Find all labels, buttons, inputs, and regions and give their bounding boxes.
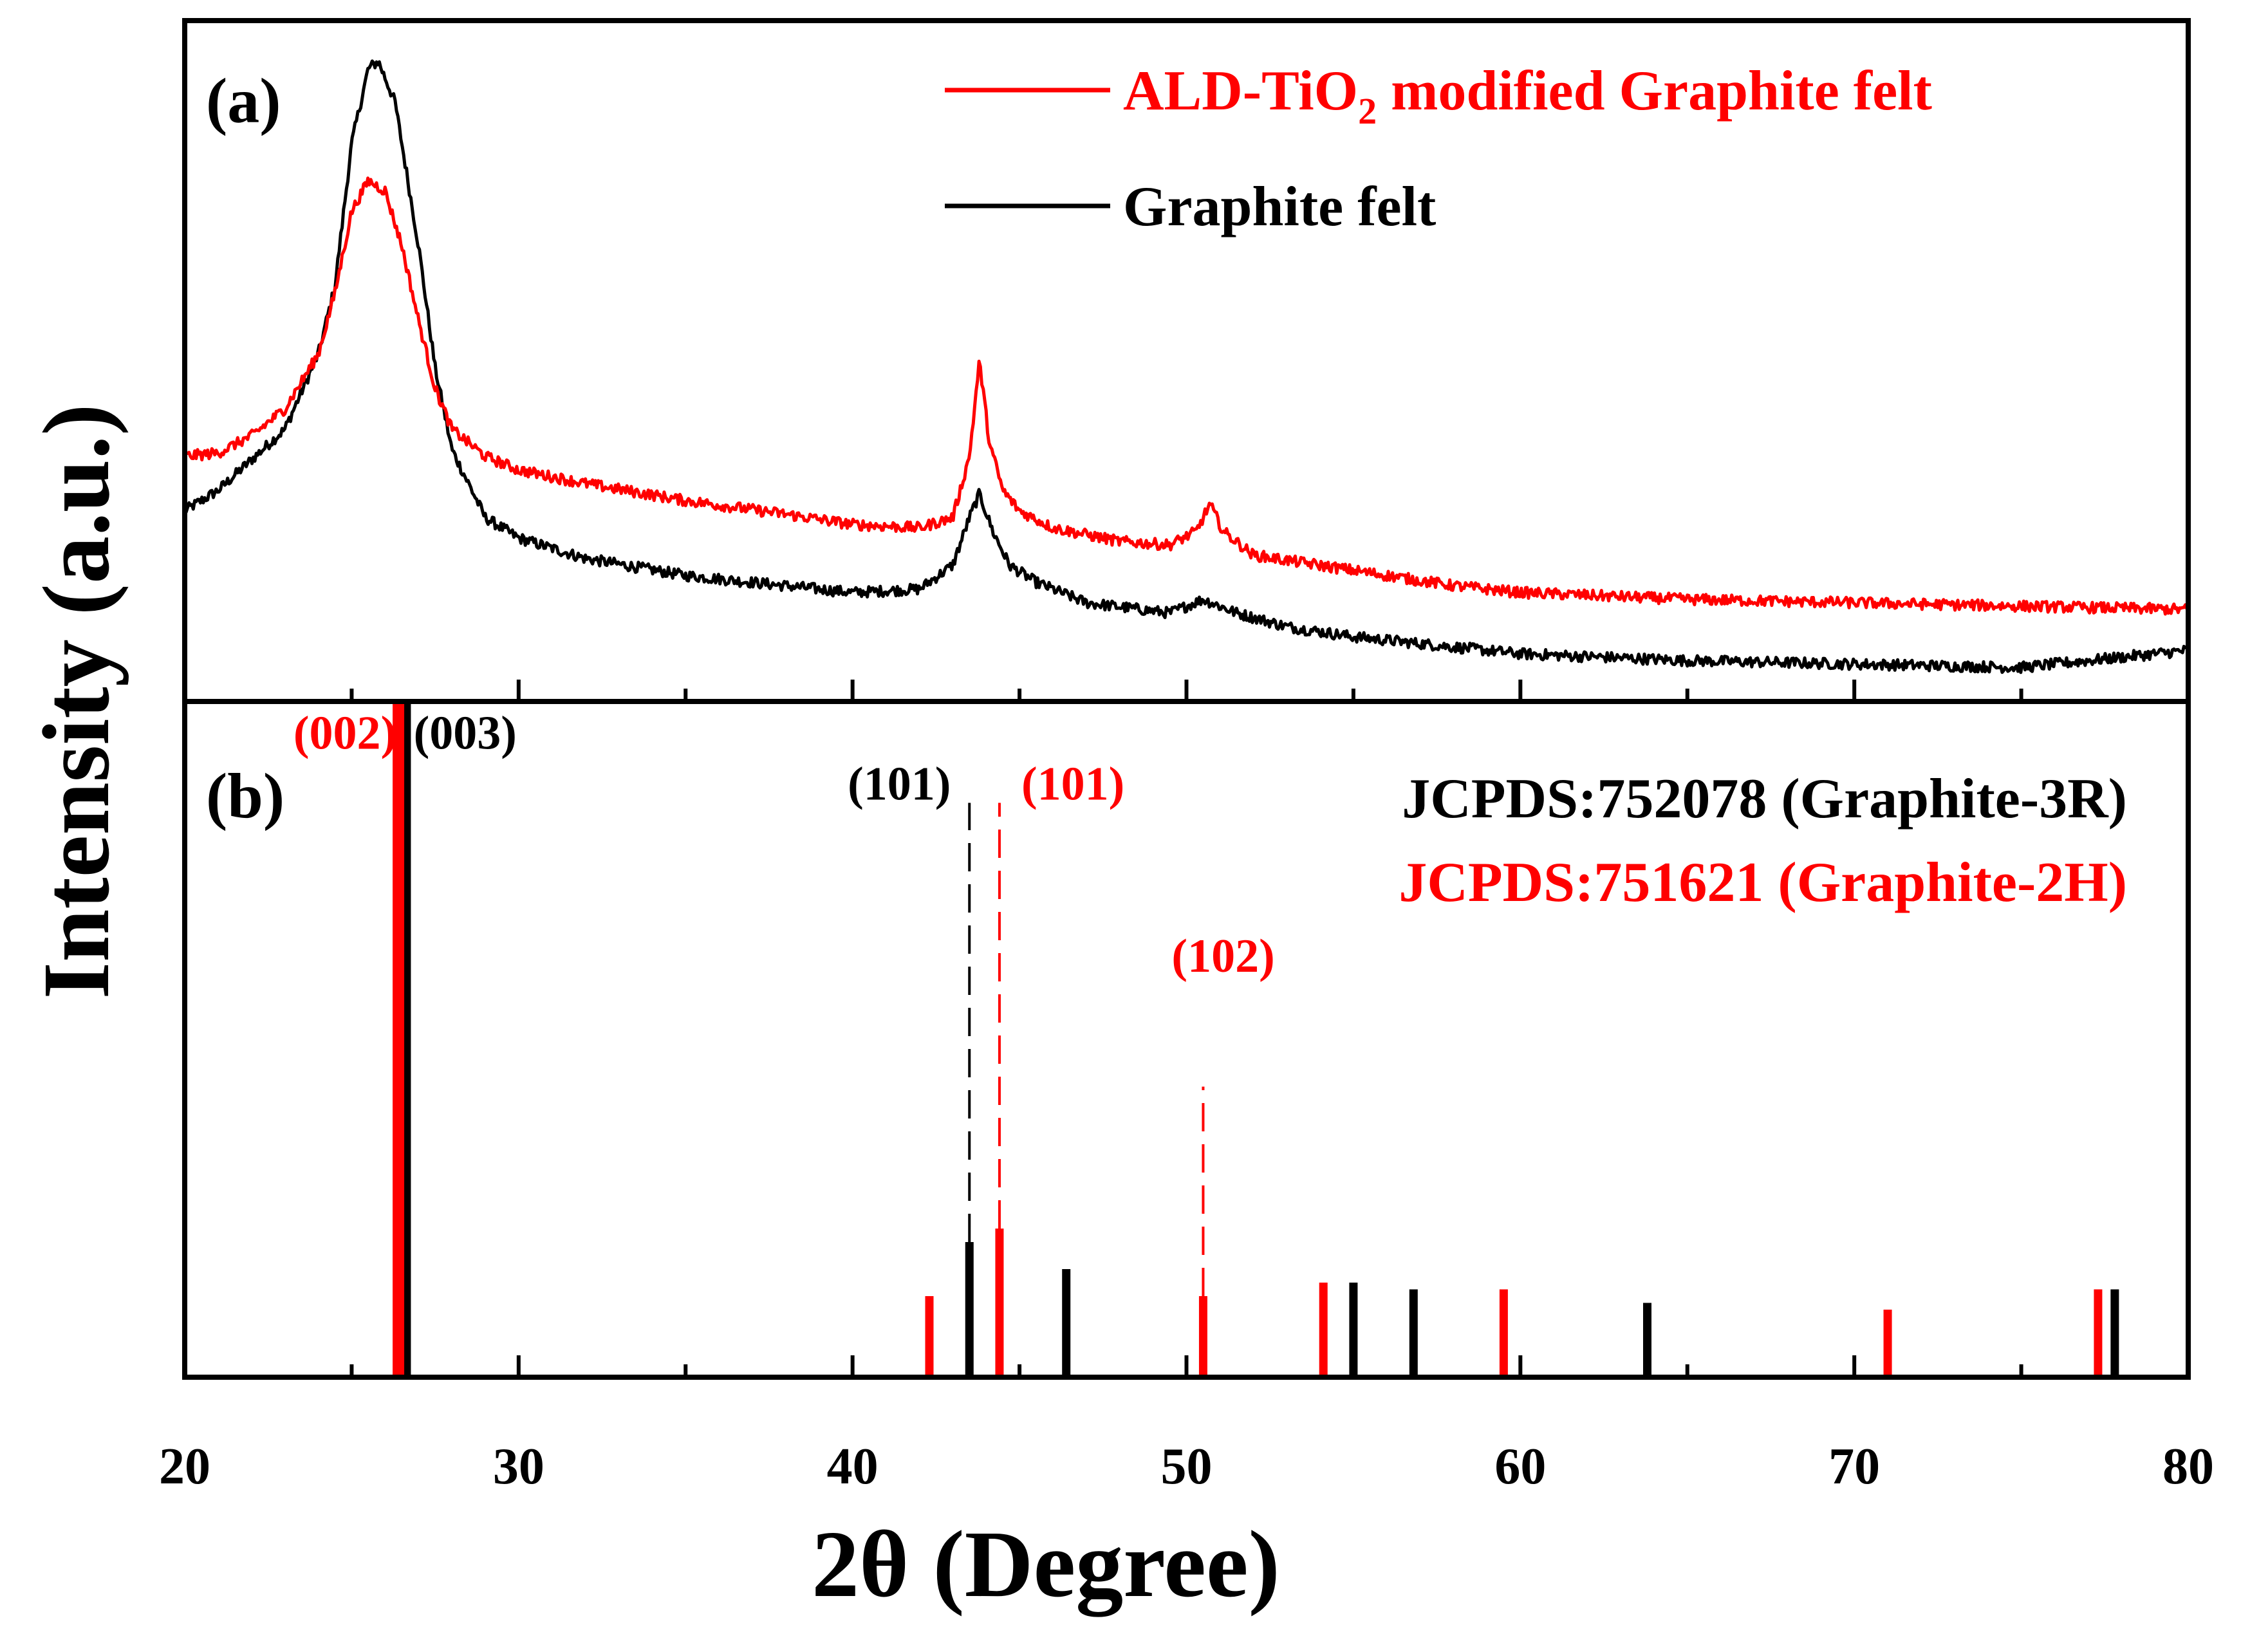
reference-bar bbox=[995, 1229, 1004, 1377]
peak-label: (101) bbox=[848, 757, 951, 810]
reference-bar bbox=[1349, 1283, 1358, 1377]
peak-label: (003) bbox=[414, 707, 517, 760]
x-tick-label: 20 bbox=[159, 1438, 210, 1495]
peak-label: (101) bbox=[1021, 757, 1124, 810]
x-tick-label: 50 bbox=[1161, 1438, 1213, 1495]
x-tick-label: 70 bbox=[1828, 1438, 1880, 1495]
reference-bar bbox=[1198, 1296, 1207, 1377]
peak-label: (002) bbox=[293, 707, 396, 760]
series-line bbox=[183, 59, 2189, 674]
reference-bar bbox=[2110, 1289, 2119, 1377]
x-axis: 20 30 40 50 60 70 80 bbox=[159, 680, 2214, 1495]
reference-bar bbox=[1499, 1289, 1508, 1377]
peak-label: (102) bbox=[1171, 930, 1274, 983]
y-axis-title: Intensity (a.u.) bbox=[24, 404, 129, 999]
panel-label: (a) bbox=[206, 65, 281, 136]
legend-entry: ALD-TiO2 modified Graphite felt bbox=[1123, 60, 1932, 132]
reference-bar bbox=[925, 1296, 934, 1377]
reference-bar bbox=[1883, 1310, 1892, 1377]
reference-bar bbox=[1409, 1289, 1418, 1377]
reference-bar bbox=[2094, 1289, 2103, 1377]
panel-a: (a) ALD-TiO2 modified Graphite felt Graphi… bbox=[183, 59, 2190, 674]
reference-bar bbox=[1642, 1303, 1651, 1377]
x-tick-label: 30 bbox=[493, 1438, 544, 1495]
panel-b: (002) (003) (101) (101) (102) (b) JCPDS:752078… bbox=[206, 701, 2127, 1377]
panel-label: (b) bbox=[206, 760, 284, 831]
legend-entry: JCPDS:751621 (Graphite-2H) bbox=[1399, 851, 2127, 914]
x-tick-label: 80 bbox=[2162, 1438, 2214, 1495]
legend-entry: Graphite felt bbox=[1123, 176, 1436, 238]
reference-bar bbox=[965, 1242, 974, 1377]
reference-bar bbox=[393, 701, 405, 1377]
series-line bbox=[183, 176, 2190, 616]
reference-bar bbox=[1319, 1283, 1328, 1377]
x-tick-label: 60 bbox=[1494, 1438, 1546, 1495]
x-axis-title: 2θ (Degree) bbox=[812, 1512, 1280, 1617]
reference-bar bbox=[1062, 1269, 1071, 1377]
legend-entry: JCPDS:752078 (Graphite-3R) bbox=[1402, 768, 2127, 830]
x-tick-label: 40 bbox=[827, 1438, 879, 1495]
